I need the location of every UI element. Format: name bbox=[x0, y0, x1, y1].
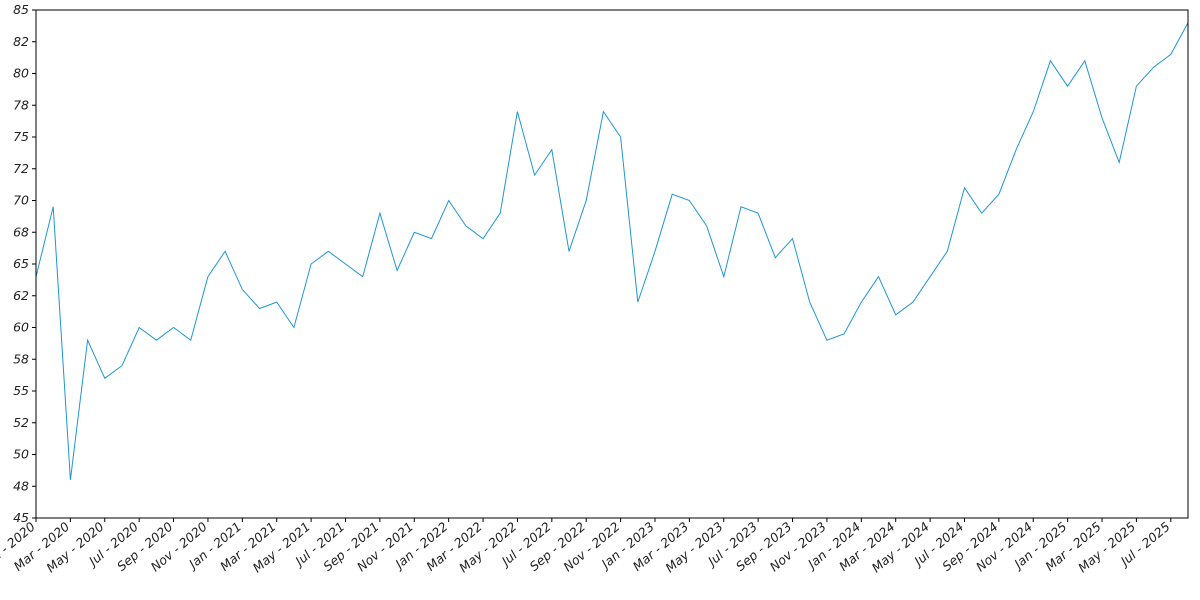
y-tick-label: 50 bbox=[13, 447, 29, 462]
y-tick-label: 75 bbox=[13, 129, 29, 144]
y-tick-label: 80 bbox=[13, 66, 29, 81]
y-tick-label: 52 bbox=[13, 415, 29, 430]
y-tick-label: 62 bbox=[13, 288, 29, 303]
y-tick-label: 70 bbox=[13, 193, 29, 208]
y-tick-label: 60 bbox=[13, 320, 29, 335]
y-tick-label: 82 bbox=[13, 34, 29, 49]
price-line bbox=[35, 22, 1189, 480]
y-tick-label: 55 bbox=[13, 383, 29, 398]
plot-frame bbox=[35, 9, 1189, 519]
y-tick-label: 78 bbox=[13, 97, 29, 112]
y-tick-label: 68 bbox=[13, 224, 29, 239]
y-tick-label: 58 bbox=[13, 351, 29, 366]
y-tick-label: 45 bbox=[13, 510, 29, 525]
y-tick-label: 72 bbox=[13, 161, 29, 176]
y-tick-label: 65 bbox=[13, 256, 29, 271]
y-tick-label: 48 bbox=[13, 478, 29, 493]
y-tick-label: 85 bbox=[13, 2, 29, 17]
